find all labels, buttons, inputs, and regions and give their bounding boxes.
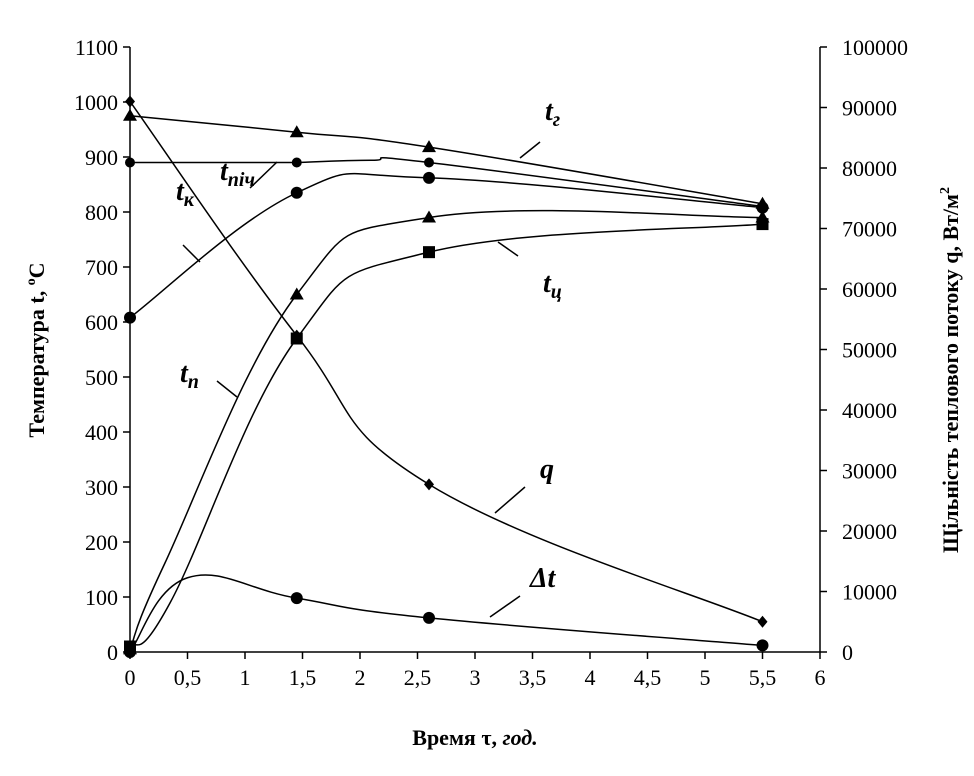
marker-circle [423, 171, 435, 184]
series-label: Δt [529, 563, 557, 594]
label-leader-line [519, 141, 541, 159]
y-left-tick-label: 100 [85, 585, 118, 610]
x-axis-title: Время τ, год. [412, 725, 537, 750]
series-line-г [129, 115, 763, 205]
y-left-tick-label: 400 [85, 420, 118, 445]
series-label: tп [180, 358, 199, 393]
x-tick-label: 3,5 [519, 665, 547, 690]
y-right-tick-label: 40000 [842, 398, 897, 423]
label-leader-line [497, 241, 519, 257]
y-left-tick-label: 300 [85, 475, 118, 500]
label-leader-line [494, 486, 526, 514]
x-tick-label: 0 [125, 665, 136, 690]
marker-square [756, 218, 769, 231]
marker-circle [290, 592, 303, 605]
label-leader-line [489, 595, 521, 618]
axes: 0 0,5 1 1,5 2 2,5 3 3,5 4 4,5 5 5,5 6010020030040050… [74, 35, 908, 690]
marker-triangle [422, 140, 436, 153]
y-right-tick-label: 10000 [842, 580, 897, 605]
y-left-tick-label: 600 [85, 310, 118, 335]
x-tick-label: 3 [470, 665, 481, 690]
x-tick-label: 5 [700, 665, 711, 690]
y-right-axis-title: Щільність теплового потоку q, Вт/м2 [938, 187, 963, 553]
series-lines [129, 101, 763, 653]
y-left-tick-label: 900 [85, 145, 118, 170]
label-leader-line [249, 161, 278, 189]
y-left-tick-label: 1000 [74, 90, 118, 115]
x-tick-label: 2,5 [404, 665, 432, 690]
marker-triangle [123, 108, 137, 121]
y-left-tick-label: 800 [85, 200, 118, 225]
y-left-tick-label: 500 [85, 365, 118, 390]
y-right-tick-label: 70000 [842, 217, 897, 242]
marker-circle [124, 646, 136, 658]
y-right-tick-label: 60000 [842, 277, 897, 302]
series-line-Δt [129, 574, 763, 653]
series-label: tц [543, 268, 562, 303]
y-right-tick-label: 30000 [842, 459, 897, 484]
x-tick-label: 2 [355, 665, 366, 690]
series-line-піч [130, 156, 763, 208]
y-left-tick-label: 0 [107, 640, 118, 665]
y-left-tick-label: 1100 [75, 35, 118, 60]
x-tick-label: 6 [815, 665, 826, 690]
series-line-q [129, 101, 763, 623]
y-right-tick-label: 50000 [842, 338, 897, 363]
x-tick-label: 4 [585, 665, 596, 690]
marker-circle [756, 201, 769, 214]
marker-circle [756, 639, 769, 652]
marker-triangle [289, 287, 304, 300]
y-right-tick-label: 90000 [842, 96, 897, 121]
x-tick-label: 4,5 [634, 665, 662, 690]
marker-triangle [289, 125, 304, 138]
y-right-tick-label: 0 [842, 640, 853, 665]
y-right-tick-label: 80000 [842, 156, 897, 181]
y-left-axis-title: Температура t, oC [24, 262, 49, 437]
x-tick-label: 1,5 [289, 665, 317, 690]
x-tick-label: 0,5 [174, 665, 202, 690]
marker-small-circle [424, 157, 434, 168]
series-line-к [129, 172, 763, 319]
x-tick-label: 1 [240, 665, 251, 690]
x-tick-label: 5,5 [749, 665, 777, 690]
y-right-tick-label: 100000 [842, 35, 908, 60]
marker-diamond [125, 95, 135, 108]
series-label: tг [545, 96, 560, 131]
marker-diamond [424, 478, 434, 491]
series-line-ц [129, 223, 763, 648]
marker-triangle [422, 210, 436, 223]
series-label: tк [176, 176, 195, 211]
marker-diamond [757, 615, 768, 628]
series-label: tпіч [220, 156, 255, 191]
marker-small-circle [291, 157, 302, 168]
y-left-tick-label: 200 [85, 530, 118, 555]
marker-square [423, 246, 435, 259]
marker-circle [423, 611, 435, 624]
label-leader-line [216, 380, 238, 398]
y-left-tick-label: 700 [85, 255, 118, 280]
label-leader-line [182, 244, 201, 263]
marker-circle [290, 186, 303, 199]
marker-circle [124, 311, 136, 324]
series-label: q [540, 454, 554, 485]
series-line-п [129, 209, 763, 650]
marker-diamond [291, 329, 302, 342]
series-markers [123, 95, 770, 658]
y-right-tick-label: 20000 [842, 519, 897, 544]
marker-small-circle [125, 157, 135, 168]
